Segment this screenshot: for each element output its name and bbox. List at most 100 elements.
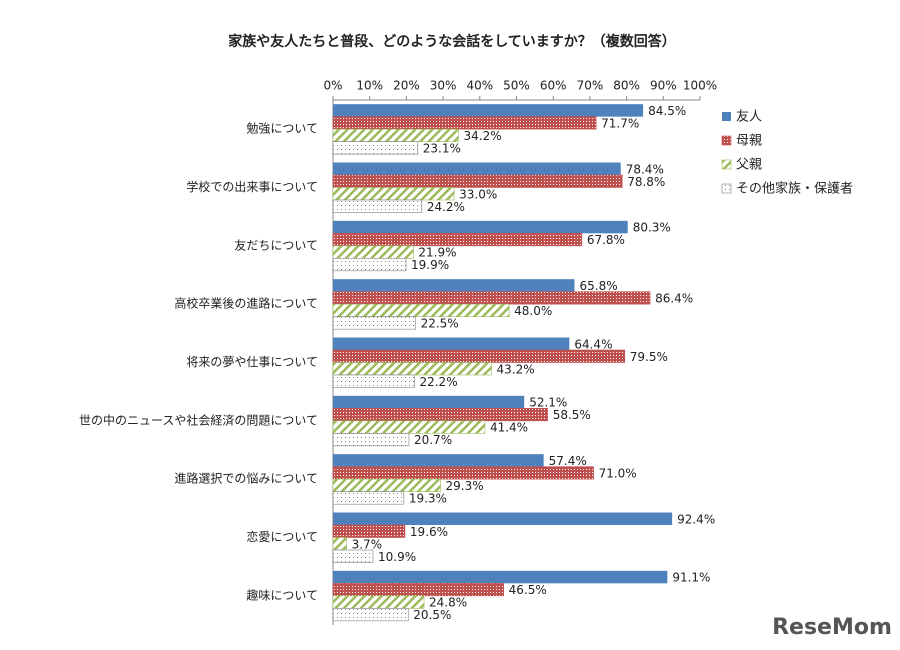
- legend-label: 母親: [736, 134, 762, 149]
- x-tick-label: 60%: [540, 79, 567, 93]
- value-label: 64.4%: [574, 337, 612, 351]
- value-label: 23.1%: [423, 141, 461, 155]
- bar: [333, 337, 570, 350]
- value-label: 41.4%: [490, 421, 528, 435]
- bar: [332, 433, 410, 447]
- legend-label: その他家族・保護者: [736, 181, 853, 197]
- value-label: 91.1%: [672, 571, 710, 585]
- bar: [332, 466, 594, 480]
- x-tick-label: 70%: [577, 79, 604, 93]
- bar: [333, 220, 628, 234]
- value-label: 71.0%: [599, 466, 637, 480]
- y-tick-label: 世の中のニュースや社会経済の問題について: [79, 412, 318, 427]
- bar: [332, 128, 459, 142]
- value-label: 24.2%: [427, 200, 465, 214]
- bar: [333, 279, 575, 292]
- value-label: 21.9%: [418, 246, 456, 260]
- value-label: 48.0%: [514, 304, 552, 318]
- value-label: 10.9%: [378, 550, 416, 564]
- bar: [332, 583, 504, 597]
- bar: [332, 595, 425, 609]
- y-tick-label: 趣味について: [246, 587, 318, 602]
- bar: [332, 303, 510, 317]
- bar: [332, 374, 415, 388]
- bar: [332, 408, 548, 422]
- value-label: 71.7%: [601, 116, 639, 130]
- value-label: 79.5%: [630, 350, 668, 364]
- bar: [333, 162, 621, 175]
- bar: [332, 258, 407, 272]
- bar: [332, 174, 623, 188]
- value-label: 65.8%: [579, 279, 617, 293]
- y-tick-label: 勉強について: [246, 122, 318, 136]
- bar: [332, 608, 409, 622]
- value-label: 78.8%: [627, 175, 665, 189]
- legend-swatch: [722, 112, 731, 121]
- bar: [332, 187, 455, 201]
- x-tick-label: 40%: [466, 79, 493, 93]
- bar: [332, 349, 626, 363]
- value-label: 19.6%: [410, 525, 448, 539]
- legend-swatch: [721, 183, 732, 194]
- x-tick-label: 20%: [393, 79, 420, 93]
- y-tick-label: 学校での出来事について: [186, 179, 318, 194]
- legend-label: 友人: [736, 109, 762, 125]
- value-label: 67.8%: [587, 233, 625, 247]
- value-label: 19.9%: [411, 258, 449, 272]
- bar: [332, 199, 423, 213]
- y-tick-label: 友だちについて: [234, 238, 318, 252]
- bar: [333, 454, 544, 467]
- value-label: 22.2%: [419, 375, 457, 389]
- y-tick-label: 恋愛について: [246, 529, 318, 544]
- value-label: 58.5%: [553, 408, 591, 422]
- legend-swatch: [721, 159, 732, 170]
- value-label: 24.8%: [429, 596, 467, 610]
- value-label: 46.5%: [509, 583, 547, 597]
- value-label: 80.3%: [633, 221, 671, 235]
- bar: [332, 491, 405, 505]
- y-tick-label: 将来の夢や仕事について: [186, 355, 318, 369]
- bar: [332, 478, 441, 492]
- value-label: 43.2%: [497, 362, 535, 376]
- x-tick-label: 0%: [323, 79, 342, 93]
- x-tick-label: 30%: [430, 79, 457, 93]
- bar: [332, 291, 651, 305]
- value-label: 29.3%: [446, 479, 484, 493]
- bar: [332, 245, 414, 259]
- y-tick-label: 高校卒業後の進路について: [174, 296, 318, 311]
- value-label: 20.7%: [414, 433, 452, 447]
- bar: [332, 316, 416, 330]
- bar: [332, 362, 492, 376]
- value-label: 34.2%: [464, 129, 502, 143]
- legend-swatch: [721, 135, 732, 146]
- value-label: 33.0%: [459, 187, 497, 201]
- bar: [333, 395, 525, 409]
- value-label: 78.4%: [626, 162, 664, 176]
- legend-label: 父親: [736, 158, 762, 173]
- watermark: ReseMom: [772, 615, 892, 640]
- x-tick-label: 90%: [650, 79, 677, 93]
- chart-title: 家族や友人たちと普段、どのような会話をしていますか？（複数回答）: [228, 33, 676, 50]
- bar: [332, 420, 486, 434]
- bar: [332, 233, 583, 247]
- bar: [333, 570, 668, 584]
- value-label: 20.5%: [413, 608, 451, 622]
- bar: [332, 537, 347, 551]
- value-label: 3.7%: [352, 537, 383, 551]
- x-tick-label: 10%: [356, 79, 383, 93]
- value-label: 84.5%: [648, 104, 686, 118]
- bar: [333, 512, 673, 525]
- value-label: 92.4%: [677, 512, 715, 526]
- bar: [332, 116, 597, 130]
- bar: [332, 549, 374, 563]
- y-tick-label: 進路選択での悩みについて: [174, 471, 318, 486]
- x-tick-label: 50%: [503, 79, 530, 93]
- bar: [333, 104, 644, 117]
- value-label: 57.4%: [549, 454, 587, 468]
- value-label: 52.1%: [529, 396, 567, 410]
- bar: [332, 524, 406, 538]
- value-label: 19.3%: [409, 491, 447, 505]
- x-tick-label: 100%: [683, 79, 717, 93]
- value-label: 86.4%: [655, 291, 693, 305]
